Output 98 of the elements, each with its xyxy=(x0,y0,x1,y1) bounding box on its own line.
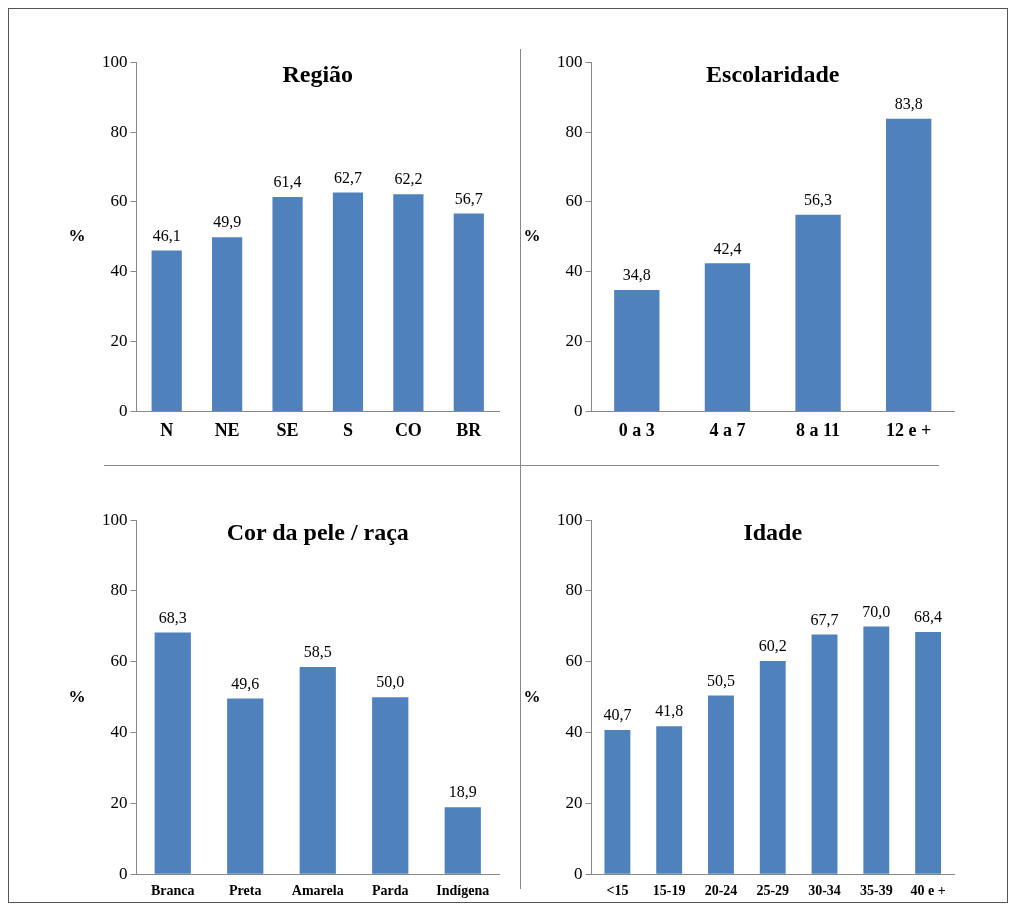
x-tick-label: 30-34 xyxy=(808,883,841,899)
x-tick-label: <15 xyxy=(606,883,629,899)
data-label: 46,1 xyxy=(152,226,181,244)
y-tick-label: 100 xyxy=(557,509,583,529)
bar xyxy=(708,695,734,874)
x-tick-label: Indígena xyxy=(436,883,490,899)
x-tick-label: 8 a 11 xyxy=(796,419,841,440)
x-tick-label: 35-39 xyxy=(859,883,893,899)
x-tick-label: Parda xyxy=(371,883,409,899)
bar xyxy=(795,214,841,411)
y-tick-label: 0 xyxy=(119,400,128,420)
bar xyxy=(151,250,182,411)
x-tick-label: CO xyxy=(394,419,422,440)
data-label: 68,3 xyxy=(158,608,187,626)
x-tick-label: NE xyxy=(214,419,240,440)
bar xyxy=(915,632,942,874)
y-tick-label: 60 xyxy=(110,651,128,671)
y-tick-label: 100 xyxy=(102,509,128,529)
y-axis-title: % xyxy=(68,226,86,246)
y-tick-label: 60 xyxy=(565,651,583,671)
chart-title: Região xyxy=(282,61,354,88)
y-tick-label: 100 xyxy=(557,51,583,71)
data-label: 49,9 xyxy=(213,213,242,231)
x-tick-label: 0 a 3 xyxy=(618,419,655,440)
data-label: 40,7 xyxy=(603,706,632,724)
x-tick-label: S xyxy=(342,419,353,440)
x-tick-label: BR xyxy=(456,419,483,440)
x-tick-label: 4 a 7 xyxy=(709,419,746,440)
data-label: 49,6 xyxy=(231,674,260,692)
chart-title: Idade xyxy=(743,519,803,546)
data-label: 34,8 xyxy=(622,266,651,284)
y-tick-label: 20 xyxy=(565,792,583,812)
y-tick-label: 40 xyxy=(565,261,583,281)
y-tick-label: 100 xyxy=(102,51,128,71)
y-tick-label: 40 xyxy=(110,261,128,281)
y-tick-label: 80 xyxy=(110,121,128,141)
bar xyxy=(614,289,660,411)
bar xyxy=(272,196,303,411)
bar xyxy=(227,698,264,874)
bar xyxy=(604,730,631,874)
y-tick-label: 80 xyxy=(565,580,583,600)
data-label: 62,2 xyxy=(394,170,423,188)
bar xyxy=(704,263,751,411)
x-tick-label: 25-29 xyxy=(756,883,790,899)
data-label: 68,4 xyxy=(914,608,943,626)
x-tick-label: Preta xyxy=(229,883,262,899)
y-axis-title: % xyxy=(68,686,86,706)
data-label: 83,8 xyxy=(894,94,923,112)
y-tick-label: 20 xyxy=(110,792,128,812)
chart-title: Escolaridade xyxy=(706,61,840,88)
y-axis-title: % xyxy=(523,226,541,246)
x-tick-label: 12 e + xyxy=(886,419,932,440)
y-axis-title: % xyxy=(523,686,541,706)
bar xyxy=(372,697,409,874)
data-label: 42,4 xyxy=(713,239,742,257)
x-tick-label: 20-24 xyxy=(704,883,738,899)
data-label: 50,0 xyxy=(376,673,405,691)
bar xyxy=(444,807,481,874)
data-label: 41,8 xyxy=(655,702,684,720)
y-tick-label: 80 xyxy=(110,580,128,600)
data-label: 56,3 xyxy=(804,191,833,208)
data-label: 56,7 xyxy=(454,189,483,207)
data-label: 67,7 xyxy=(810,610,839,628)
bar xyxy=(656,726,683,874)
bar xyxy=(886,118,932,411)
data-label: 60,2 xyxy=(758,637,787,655)
bar xyxy=(299,667,336,874)
y-tick-label: 0 xyxy=(119,863,128,883)
data-label: 58,5 xyxy=(303,643,332,661)
y-tick-label: 40 xyxy=(110,722,128,742)
x-tick-label: 15-19 xyxy=(652,883,686,899)
bar xyxy=(393,194,424,411)
x-tick-label: Amarela xyxy=(291,883,344,899)
y-tick-label: 20 xyxy=(110,331,128,351)
x-tick-label: 40 e + xyxy=(910,883,946,899)
y-tick-label: 80 xyxy=(565,121,583,141)
data-label: 62,7 xyxy=(333,168,362,186)
y-tick-label: 60 xyxy=(565,191,583,211)
bar xyxy=(759,661,786,874)
data-label: 50,5 xyxy=(706,671,735,689)
data-label: 70,0 xyxy=(862,602,891,620)
data-label: 18,9 xyxy=(448,783,477,801)
data-label: 61,4 xyxy=(273,173,302,191)
x-tick-label: SE xyxy=(276,419,299,440)
bar xyxy=(332,192,364,411)
y-tick-label: 40 xyxy=(565,722,583,742)
bar xyxy=(212,237,243,411)
bar xyxy=(811,634,838,874)
y-tick-label: 60 xyxy=(110,191,128,211)
x-tick-label: N xyxy=(160,419,174,440)
bar xyxy=(453,213,484,411)
bar xyxy=(863,626,890,874)
x-tick-label: Branca xyxy=(150,883,195,899)
chart-title: Cor da pele / raça xyxy=(226,519,409,546)
y-tick-label: 0 xyxy=(574,400,583,420)
y-tick-label: 0 xyxy=(574,863,583,883)
y-tick-label: 20 xyxy=(565,331,583,351)
bar xyxy=(154,632,191,874)
